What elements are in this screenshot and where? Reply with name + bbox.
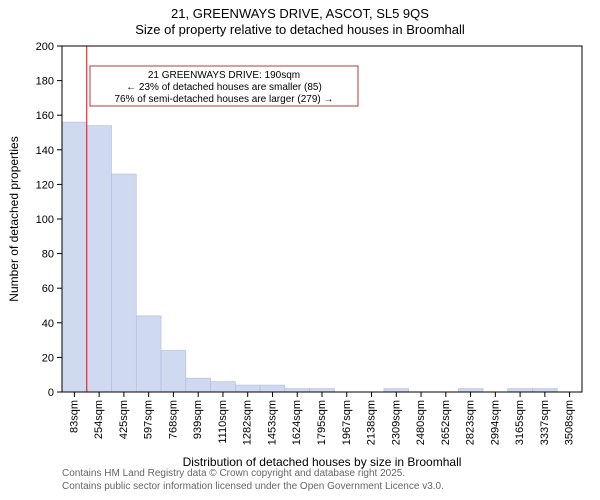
- histogram-bar: [161, 350, 186, 392]
- x-tick-label: 1110sqm: [217, 400, 229, 444]
- x-tick-label: 2994sqm: [489, 400, 501, 445]
- chart-container: 21, GREENWAYS DRIVE, ASCOT, SL5 9QSSize …: [0, 0, 600, 500]
- footer-line-2: Contains public sector information licen…: [62, 481, 444, 492]
- histogram-bar: [186, 378, 211, 392]
- x-tick-label: 939sqm: [192, 400, 204, 439]
- histogram-bar: [260, 385, 285, 392]
- y-tick-label: 120: [36, 179, 54, 191]
- y-tick-label: 160: [36, 110, 54, 122]
- x-tick-label: 1795sqm: [316, 400, 328, 445]
- histogram-bar: [211, 382, 236, 392]
- histogram-bar: [384, 389, 409, 392]
- x-tick-label: 1624sqm: [291, 400, 303, 445]
- x-tick-label: 2138sqm: [366, 400, 378, 445]
- annotation-line: 21 GREENWAYS DRIVE: 190sqm: [148, 70, 300, 81]
- x-tick-label: 3165sqm: [514, 400, 526, 445]
- y-tick-label: 60: [42, 283, 54, 295]
- histogram-bar: [112, 174, 137, 392]
- x-tick-label: 1453sqm: [266, 400, 278, 445]
- histogram-bar: [285, 389, 310, 392]
- histogram-bar: [87, 126, 112, 392]
- x-tick-label: 3508sqm: [564, 400, 576, 445]
- y-tick-label: 100: [36, 214, 54, 226]
- x-tick-label: 2480sqm: [415, 400, 427, 445]
- x-tick-label: 1282sqm: [242, 400, 254, 445]
- y-axis-label: Number of detached properties: [7, 136, 21, 301]
- x-tick-label: 1967sqm: [341, 400, 353, 445]
- histogram-bar: [235, 385, 260, 392]
- y-tick-label: 140: [36, 145, 54, 157]
- x-tick-label: 768sqm: [167, 400, 179, 439]
- histogram-bar: [508, 389, 533, 392]
- histogram-chart: 21, GREENWAYS DRIVE, ASCOT, SL5 9QSSize …: [0, 0, 600, 500]
- annotation-line: ← 23% of detached houses are smaller (85…: [126, 82, 322, 93]
- title-sub: Size of property relative to detached ho…: [135, 22, 465, 37]
- x-tick-label: 2652sqm: [440, 400, 452, 445]
- annotation-line: 76% of semi-detached houses are larger (…: [114, 94, 333, 105]
- histogram-bar: [532, 389, 557, 392]
- x-tick-label: 2309sqm: [390, 400, 402, 445]
- x-tick-label: 2823sqm: [465, 400, 477, 445]
- histogram-bar: [136, 316, 161, 392]
- y-tick-label: 180: [36, 76, 54, 88]
- y-tick-label: 200: [36, 41, 54, 53]
- y-tick-label: 0: [48, 387, 54, 399]
- histogram-bar: [458, 389, 483, 392]
- y-tick-label: 40: [42, 318, 54, 330]
- x-tick-label: 254sqm: [93, 400, 105, 439]
- x-tick-label: 3337sqm: [539, 400, 551, 445]
- x-tick-label: 597sqm: [143, 400, 155, 439]
- x-tick-label: 425sqm: [118, 400, 130, 439]
- footer-line-1: Contains HM Land Registry data © Crown c…: [62, 468, 405, 479]
- x-axis-label: Distribution of detached houses by size …: [183, 455, 462, 469]
- y-tick-label: 20: [42, 352, 54, 364]
- y-tick-label: 80: [42, 249, 54, 261]
- histogram-bar: [62, 122, 87, 392]
- histogram-bar: [310, 389, 335, 392]
- x-tick-label: 83sqm: [68, 400, 80, 433]
- title-main: 21, GREENWAYS DRIVE, ASCOT, SL5 9QS: [171, 6, 429, 21]
